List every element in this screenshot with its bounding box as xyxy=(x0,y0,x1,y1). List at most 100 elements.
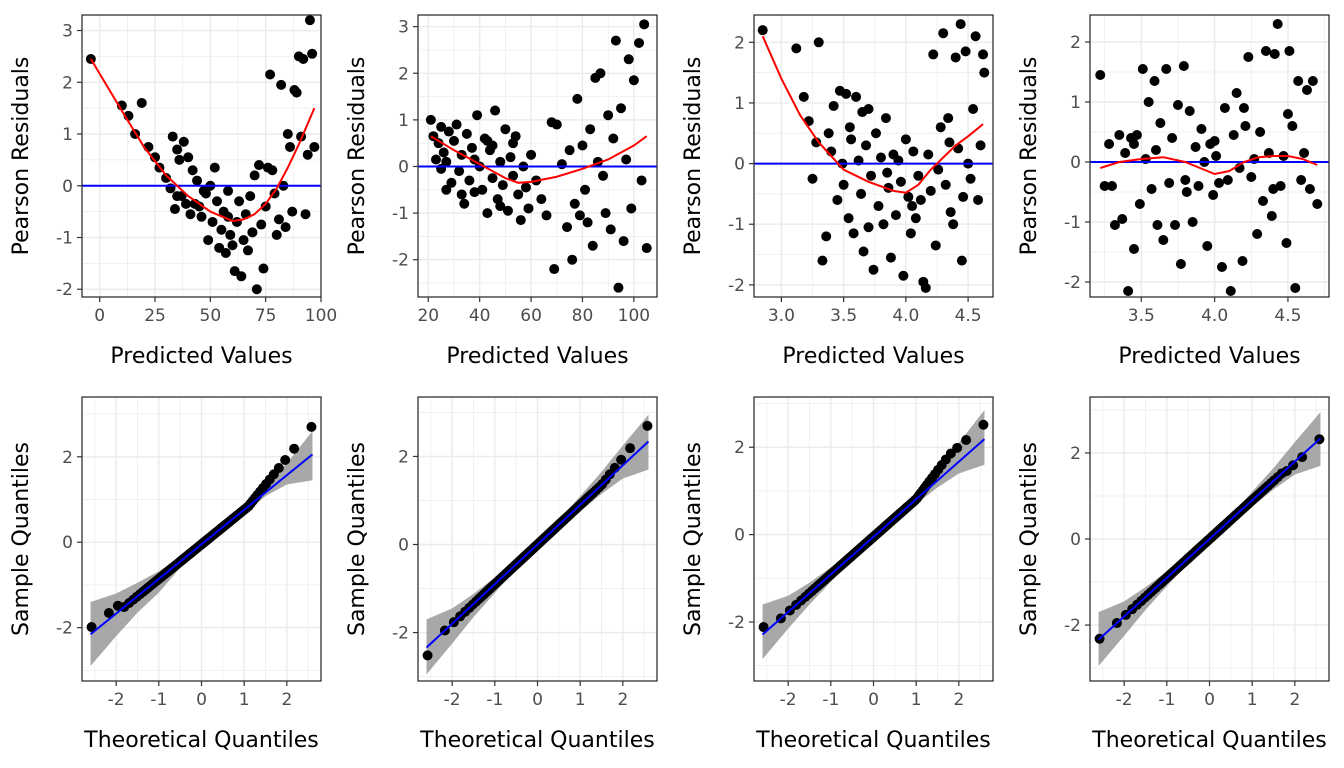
data-point xyxy=(1164,178,1175,188)
y-axis: -2 -1 0 1 2 3 xyxy=(392,18,418,271)
data-point xyxy=(304,15,315,26)
x-tick-label: -2 xyxy=(780,690,797,710)
y-tick-label: -2 xyxy=(1064,273,1081,293)
x-axis-title: Theoretical Quantiles xyxy=(83,728,318,753)
panel-qq-1: -2 -1 0 1 2 -2 0 2 Theoretical Quantiles Sample Q… xyxy=(9,396,322,753)
data-point xyxy=(1287,121,1298,131)
x-tick-label: 1 xyxy=(1247,690,1258,710)
x-tick-label: 2 xyxy=(617,690,628,710)
panel-qq-4: -2 -1 0 1 2 -2 0 2 Theoretical Quantiles Sample Q… xyxy=(1017,396,1330,753)
data-point xyxy=(898,270,909,281)
data-point xyxy=(1307,76,1318,86)
data-point xyxy=(487,173,498,184)
data-point xyxy=(958,191,969,202)
data-point xyxy=(451,119,462,130)
loess-smooth-line xyxy=(761,35,984,194)
data-point xyxy=(1293,76,1304,86)
x-tick-label: 1 xyxy=(239,690,250,710)
qq-point xyxy=(952,442,963,453)
data-point xyxy=(508,138,519,149)
data-point xyxy=(211,196,222,207)
qq-point xyxy=(86,622,97,633)
data-point xyxy=(1167,133,1178,143)
data-point xyxy=(454,166,465,177)
data-point xyxy=(1149,76,1160,86)
data-point xyxy=(953,143,964,154)
data-point xyxy=(1240,121,1251,131)
data-point xyxy=(641,243,652,254)
data-point xyxy=(1208,190,1219,200)
data-point xyxy=(843,213,854,224)
data-point xyxy=(271,229,282,240)
x-axis-title: Theoretical Quantiles xyxy=(755,728,990,753)
x-axis: -2 -1 0 1 2 xyxy=(108,681,292,710)
data-point xyxy=(1155,118,1166,128)
data-point xyxy=(1152,220,1163,230)
data-point xyxy=(1184,106,1195,116)
y-axis-title: Pearson Residuals xyxy=(345,57,370,256)
data-point xyxy=(944,137,955,148)
panel-border xyxy=(417,14,658,298)
x-tick-label: 0 xyxy=(868,690,879,710)
data-point xyxy=(203,235,214,246)
data-point xyxy=(868,264,879,275)
data-point xyxy=(490,105,501,116)
data-point xyxy=(1193,181,1204,191)
y-tick-label: -1 xyxy=(56,228,73,248)
data-point xyxy=(838,179,849,190)
data-point xyxy=(520,182,531,193)
data-point xyxy=(446,177,457,188)
data-point xyxy=(1243,52,1254,62)
data-point xyxy=(832,194,843,205)
data-point xyxy=(908,146,919,157)
data-point xyxy=(1211,151,1222,161)
data-point xyxy=(178,136,189,147)
data-point xyxy=(817,255,828,266)
data-point xyxy=(626,203,637,214)
qq-point xyxy=(625,443,636,454)
data-point xyxy=(1114,130,1125,140)
data-point xyxy=(441,156,452,167)
x-axis-title: Predicted Values xyxy=(1118,344,1300,369)
y-axis-title: Sample Quantiles xyxy=(345,442,370,636)
data-point xyxy=(549,264,560,275)
x-tick-label: 100 xyxy=(618,306,650,326)
x-axis-title: Theoretical Quantiles xyxy=(1091,728,1326,753)
panel-qq-2: -2 -1 0 1 2 -2 0 2 Theoretical Quantiles Sample Q… xyxy=(345,396,658,753)
data-point xyxy=(1120,148,1131,158)
x-axis: -2 -1 0 1 2 xyxy=(1116,681,1300,710)
data-point xyxy=(878,219,889,230)
data-point xyxy=(1106,181,1117,191)
qq-reference-line xyxy=(1097,437,1322,641)
y-tick-label: -2 xyxy=(56,619,73,639)
data-point xyxy=(1268,184,1279,194)
data-point xyxy=(523,203,534,214)
data-point xyxy=(610,35,621,46)
data-point xyxy=(1304,184,1315,194)
data-point xyxy=(621,154,632,165)
data-point xyxy=(482,208,493,219)
qq-point xyxy=(978,419,989,430)
data-point xyxy=(220,248,231,259)
plot-area xyxy=(418,19,657,293)
data-point xyxy=(900,134,911,145)
data-point xyxy=(541,210,552,221)
x-tick-label: 4.0 xyxy=(892,306,919,326)
data-point xyxy=(167,131,178,142)
data-point xyxy=(425,114,436,125)
y-tick-label: 1 xyxy=(734,94,745,114)
data-point xyxy=(265,69,276,80)
data-point xyxy=(905,228,916,239)
data-point xyxy=(209,162,220,173)
y-axis: -2 -1 0 1 2 3 xyxy=(56,22,82,300)
data-point xyxy=(903,191,914,202)
data-point xyxy=(256,219,267,230)
data-point xyxy=(970,31,981,42)
data-point xyxy=(587,240,598,251)
y-axis-title: Sample Quantiles xyxy=(9,442,34,636)
y-tick-label: 1 xyxy=(1070,93,1081,113)
data-point xyxy=(1161,64,1172,74)
data-point xyxy=(1109,220,1120,230)
x-tick-label: 3.5 xyxy=(830,306,857,326)
data-point xyxy=(502,205,513,216)
